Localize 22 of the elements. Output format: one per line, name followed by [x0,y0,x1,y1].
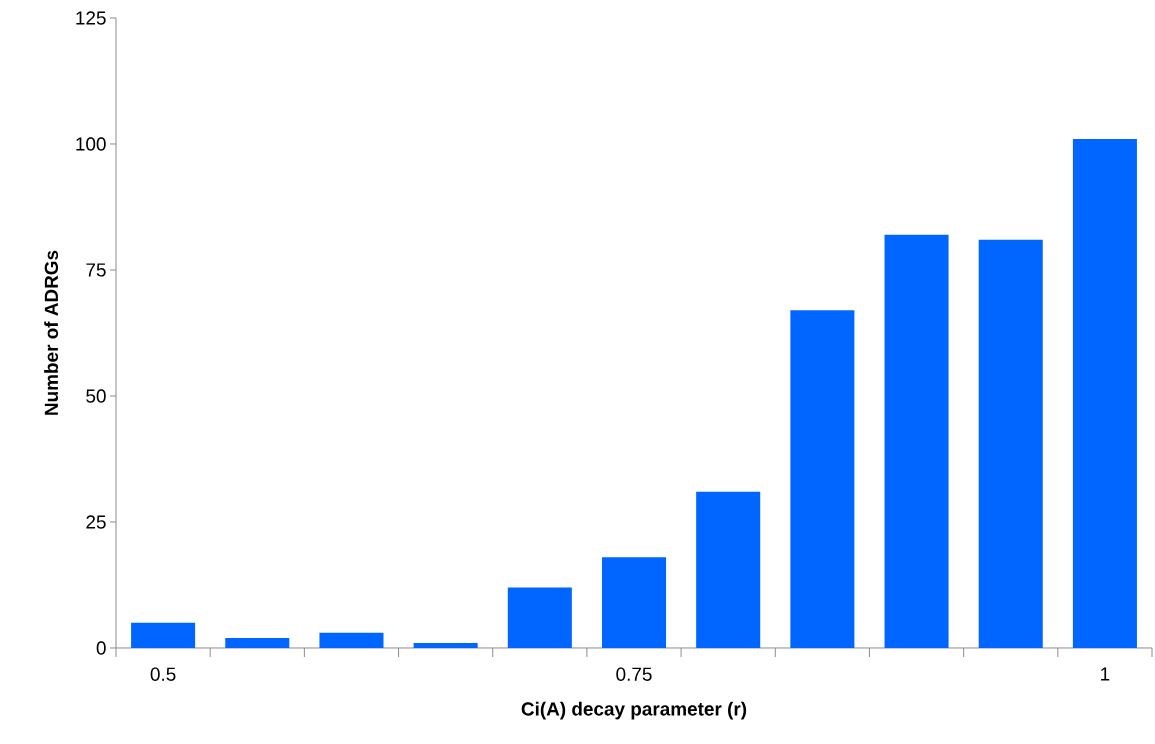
bar [978,239,1043,648]
x-axis-title: Ci(A) decay parameter (r) [521,701,747,720]
bar [790,310,855,648]
x-tick-label: 1 [1101,667,1110,681]
x-tick-label: 0.5 [150,667,176,681]
bar [884,234,949,648]
y-tick-label: 75 [86,263,106,277]
bar [225,637,290,648]
bar [131,622,196,648]
bar [507,587,572,648]
bar [601,557,667,648]
y-tick-label: 100 [76,137,106,151]
y-tick-label: 25 [86,515,106,529]
bar [413,642,478,648]
y-tick-label: 125 [76,11,106,25]
bar [319,632,384,648]
bar [1072,138,1137,648]
y-tick-label: 0 [96,641,106,655]
bar [696,491,761,648]
y-tick-label: 50 [86,389,106,403]
x-tick-label: 0.75 [616,667,652,681]
y-axis-title: Number of ADRGs [44,250,59,415]
